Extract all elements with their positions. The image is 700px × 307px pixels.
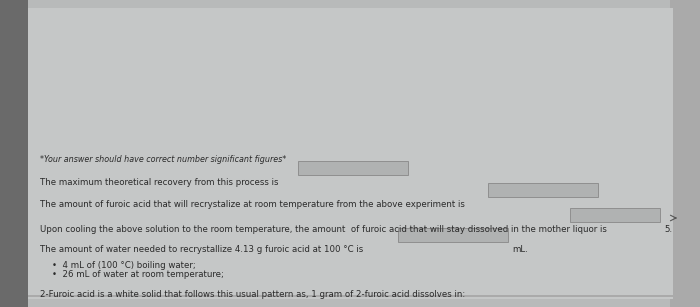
Bar (488, 183, 598, 197)
Text: *Your answer should have correct number significant figures*: *Your answer should have correct number … (40, 155, 286, 164)
Bar (0, 0, 28, 307)
Bar (298, 161, 408, 175)
Text: mL.: mL. (512, 245, 528, 254)
Bar (28, 295, 673, 297)
Text: Upon cooling the above solution to the room temperature, the amount  of furoic a: Upon cooling the above solution to the r… (40, 225, 607, 234)
Bar (398, 228, 508, 242)
Bar (670, 0, 700, 307)
Text: 2-Furoic acid is a white solid that follows this usual pattern as, 1 gram of 2-f: 2-Furoic acid is a white solid that foll… (40, 290, 465, 299)
Text: •  4 mL of (100 °C) boiling water;: • 4 mL of (100 °C) boiling water; (52, 261, 196, 270)
Text: The amount of furoic acid that will recrystalize at room temperature from the ab: The amount of furoic acid that will recr… (40, 200, 465, 209)
Text: The amount of water needed to recrystallize 4.13 g furoic acid at 100 °C is: The amount of water needed to recrystall… (40, 245, 363, 254)
Text: 5.: 5. (664, 225, 672, 234)
Text: •  26 mL of water at room temperature;: • 26 mL of water at room temperature; (52, 270, 224, 279)
Text: The maximum theoretical recovery from this process is: The maximum theoretical recovery from th… (40, 178, 279, 187)
Bar (570, 208, 660, 222)
